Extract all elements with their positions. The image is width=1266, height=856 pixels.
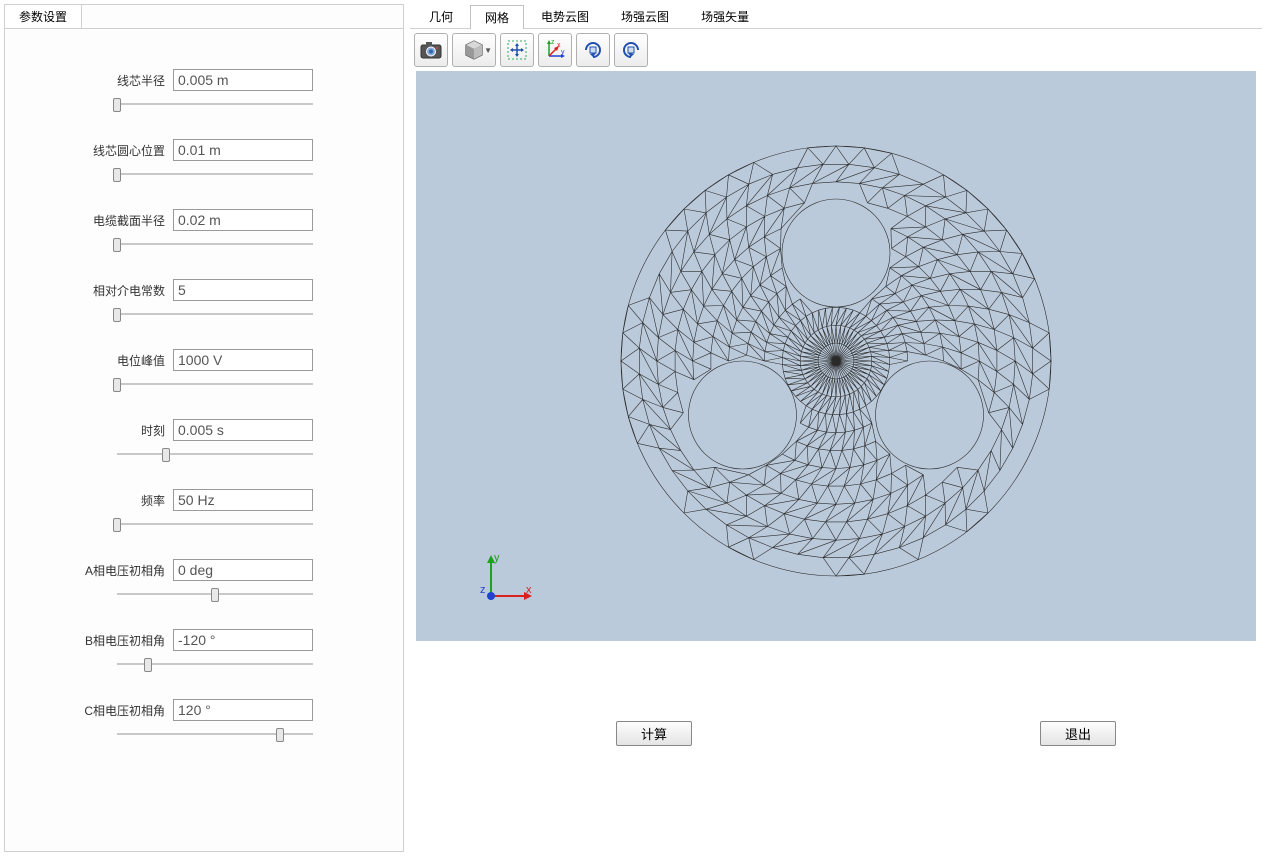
param-slider-row: [35, 167, 373, 181]
axes-button[interactable]: z y x: [538, 33, 572, 67]
view-tab[interactable]: 电势云图: [526, 4, 604, 28]
compute-button[interactable]: 计算: [616, 721, 692, 746]
param-slider-row: [35, 307, 373, 321]
param-slider-row: [35, 587, 373, 601]
param-slider-row: [35, 237, 373, 251]
param-input[interactable]: [173, 209, 313, 231]
param-slider[interactable]: [117, 167, 313, 181]
param-row: 电位峰值: [35, 349, 373, 371]
action-buttons: 计算 退出: [416, 721, 1256, 746]
param-slider-row: [35, 657, 373, 671]
param-label: 线芯半径: [117, 72, 173, 89]
param-slider-row: [35, 727, 373, 741]
param-label: 电位峰值: [117, 352, 173, 369]
rotate-cw-icon: [581, 38, 605, 62]
axis-widget: y x z: [476, 551, 536, 611]
param-slider[interactable]: [117, 307, 313, 321]
param-slider-row: [35, 447, 373, 461]
app-root: 参数设置 线芯半径线芯圆心位置电缆截面半径相对介电常数电位峰值时刻频率 A相电压初…: [0, 0, 1266, 856]
param-row: 时刻: [35, 419, 373, 441]
param-label: 时刻: [141, 422, 173, 439]
param-row: 线芯圆心位置: [35, 139, 373, 161]
param-label: 频率: [141, 492, 173, 509]
viewport: y x z 计算 退出: [416, 71, 1256, 846]
svg-text:x: x: [557, 42, 561, 49]
param-row: A相电压初相角: [35, 559, 373, 581]
param-input[interactable]: [173, 349, 313, 371]
param-slider-row: [35, 377, 373, 391]
param-row: 相对介电常数: [35, 279, 373, 301]
svg-text:z: z: [551, 39, 555, 46]
left-tab-bar: 参数设置: [5, 5, 403, 29]
param-slider[interactable]: [117, 97, 313, 111]
params-container: 线芯半径线芯圆心位置电缆截面半径相对介电常数电位峰值时刻频率 A相电压初相角 B相电…: [5, 29, 403, 789]
axes-icon: z y x: [543, 38, 567, 62]
param-slider[interactable]: [117, 657, 313, 671]
param-row: C相电压初相角: [35, 699, 373, 721]
cube-view-button[interactable]: ▼: [452, 33, 496, 67]
right-panel: 几何网格电势云图场强云图场强矢量: [410, 4, 1262, 852]
pan-button[interactable]: [500, 33, 534, 67]
param-input[interactable]: [173, 629, 313, 651]
rotate-cw-button[interactable]: [576, 33, 610, 67]
axis-z-label: z: [480, 584, 486, 596]
param-input[interactable]: [173, 559, 313, 581]
param-slider-row: [35, 97, 373, 111]
param-row: 线芯半径: [35, 69, 373, 91]
camera-icon: [419, 40, 443, 60]
axis-x-label: x: [526, 584, 532, 596]
dropdown-caret-icon: ▼: [484, 46, 492, 55]
param-row: B相电压初相角: [35, 629, 373, 651]
exit-button[interactable]: 退出: [1040, 721, 1116, 746]
param-input[interactable]: [173, 139, 313, 161]
view-tab-bar: 几何网格电势云图场强云图场强矢量: [410, 4, 1262, 29]
param-label: 电缆截面半径: [93, 212, 173, 229]
param-label: C相电压初相角: [84, 702, 173, 719]
canvas[interactable]: y x z: [416, 71, 1256, 641]
param-slider[interactable]: [117, 727, 313, 741]
param-label: B相电压初相角: [85, 632, 173, 649]
view-tab[interactable]: 场强矢量: [686, 4, 764, 28]
camera-button[interactable]: [414, 33, 448, 67]
param-input[interactable]: [173, 419, 313, 441]
param-row: 电缆截面半径: [35, 209, 373, 231]
param-input[interactable]: [173, 699, 313, 721]
param-label: 线芯圆心位置: [93, 142, 173, 159]
param-row: 频率: [35, 489, 373, 511]
axis-y-label: y: [494, 552, 500, 564]
left-panel: 参数设置 线芯半径线芯圆心位置电缆截面半径相对介电常数电位峰值时刻频率 A相电压初…: [4, 4, 404, 852]
cube-icon: [463, 39, 485, 61]
svg-text:y: y: [561, 49, 565, 56]
param-input[interactable]: [173, 279, 313, 301]
param-label: 相对介电常数: [93, 282, 173, 299]
param-input[interactable]: [173, 489, 313, 511]
param-slider[interactable]: [117, 237, 313, 251]
mesh-rendering: [416, 71, 1256, 641]
view-tab[interactable]: 网格: [470, 5, 524, 29]
param-slider[interactable]: [117, 587, 313, 601]
rotate-ccw-button[interactable]: [614, 33, 648, 67]
param-label: A相电压初相角: [85, 562, 173, 579]
param-slider[interactable]: [117, 377, 313, 391]
param-slider-row: [35, 517, 373, 531]
rotate-ccw-icon: [619, 38, 643, 62]
toolbar: ▼ z y x: [410, 29, 1262, 71]
param-slider[interactable]: [117, 517, 313, 531]
param-input[interactable]: [173, 69, 313, 91]
view-tab[interactable]: 几何: [414, 4, 468, 28]
pan-icon: [506, 39, 528, 61]
view-tab[interactable]: 场强云图: [606, 4, 684, 28]
param-slider[interactable]: [117, 447, 313, 461]
tab-params[interactable]: 参数设置: [5, 5, 82, 28]
